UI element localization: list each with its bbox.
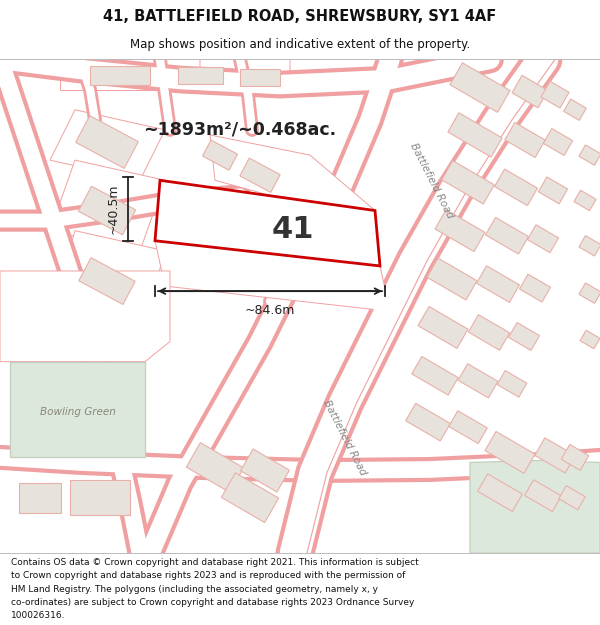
Polygon shape [574,190,596,211]
Polygon shape [561,444,589,471]
Text: ~84.6m: ~84.6m [245,304,295,318]
Text: 41, BATTLEFIELD ROAD, SHREWSBURY, SY1 4AF: 41, BATTLEFIELD ROAD, SHREWSBURY, SY1 4A… [103,9,497,24]
Polygon shape [60,59,200,89]
Polygon shape [155,180,380,266]
Polygon shape [203,140,238,170]
Text: Contains OS data © Crown copyright and database right 2021. This information is : Contains OS data © Crown copyright and d… [11,558,419,567]
Polygon shape [19,482,61,513]
Polygon shape [70,480,130,516]
Polygon shape [0,271,170,362]
Text: Bowling Green: Bowling Green [40,407,116,417]
Polygon shape [476,266,520,302]
Polygon shape [524,480,562,512]
Polygon shape [564,99,586,121]
Text: co-ordinates) are subject to Crown copyright and database rights 2023 Ordnance S: co-ordinates) are subject to Crown copyr… [11,598,414,607]
Polygon shape [497,371,527,397]
Polygon shape [442,161,494,204]
Polygon shape [50,110,165,180]
Polygon shape [541,81,569,108]
Polygon shape [579,236,600,256]
Polygon shape [485,431,535,473]
Polygon shape [478,474,523,511]
Polygon shape [418,306,468,348]
Polygon shape [579,145,600,165]
Polygon shape [427,258,477,300]
Polygon shape [435,210,485,252]
Polygon shape [559,486,585,510]
Polygon shape [240,158,280,192]
Polygon shape [79,186,136,235]
Polygon shape [155,241,390,311]
Polygon shape [79,258,135,304]
Polygon shape [580,330,600,349]
Polygon shape [469,314,509,350]
Polygon shape [485,217,529,254]
Polygon shape [241,449,289,492]
Polygon shape [470,461,600,553]
Polygon shape [494,169,538,206]
Polygon shape [527,225,559,253]
Text: Map shows position and indicative extent of the property.: Map shows position and indicative extent… [130,38,470,51]
Polygon shape [449,411,487,444]
Text: HM Land Registry. The polygons (including the associated geometry, namely x, y: HM Land Registry. The polygons (includin… [11,585,378,594]
Polygon shape [90,66,150,84]
Polygon shape [76,116,139,168]
Polygon shape [210,135,375,211]
Polygon shape [579,283,600,303]
Text: ~40.5m: ~40.5m [107,184,120,234]
Text: Battlefield Road: Battlefield Road [409,141,455,219]
Polygon shape [448,112,502,157]
Text: Battlefield Road: Battlefield Road [322,398,368,477]
Text: 41: 41 [271,215,314,244]
Polygon shape [505,122,545,158]
Polygon shape [512,76,548,108]
Polygon shape [221,473,278,522]
Polygon shape [50,160,165,251]
Polygon shape [450,63,510,112]
Polygon shape [200,59,290,94]
Polygon shape [412,356,458,395]
Text: to Crown copyright and database rights 2023 and is reproduced with the permissio: to Crown copyright and database rights 2… [11,571,405,581]
Polygon shape [458,364,498,398]
Text: 100026316.: 100026316. [11,611,65,621]
Polygon shape [178,68,223,84]
Polygon shape [55,231,165,321]
Polygon shape [520,274,551,302]
Polygon shape [508,322,539,351]
Polygon shape [538,177,568,204]
Text: ~1893m²/~0.468ac.: ~1893m²/~0.468ac. [143,121,337,139]
Polygon shape [406,403,451,441]
Polygon shape [535,438,575,473]
Polygon shape [240,69,280,86]
Polygon shape [187,442,244,493]
Polygon shape [544,129,572,156]
Polygon shape [10,362,145,458]
